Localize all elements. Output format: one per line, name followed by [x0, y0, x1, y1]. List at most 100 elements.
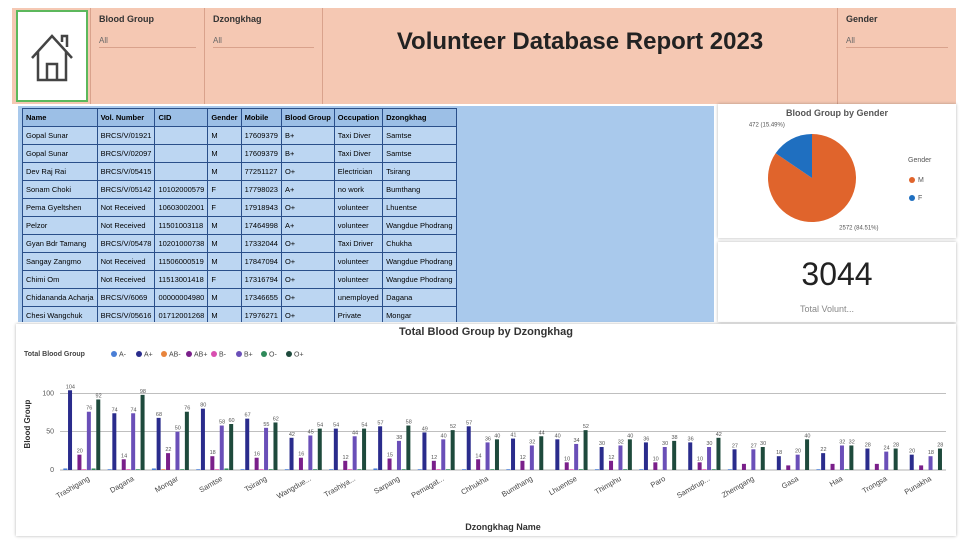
bar: [333, 428, 338, 470]
table-cell: Dagana: [382, 288, 457, 307]
data-label: 16: [298, 452, 304, 458]
bar: [830, 463, 835, 470]
bar: [506, 469, 511, 470]
slicer[interactable]: Gender All: [838, 8, 956, 104]
table-cell: volunteer: [333, 216, 384, 235]
table-cell: Electrician: [333, 162, 384, 181]
y-axis-title: Blood Group: [23, 399, 32, 448]
data-label: 20: [77, 449, 83, 455]
data-label: 15: [387, 453, 393, 459]
bar: [224, 468, 229, 470]
table-row: Chesi Wangchuk BRCS/V/05616 01712001268 M 17…: [22, 306, 457, 322]
data-label: 68: [156, 412, 162, 418]
bar: [893, 448, 898, 470]
data-label: 52: [450, 424, 456, 430]
pie-chart: Blood Group by Gender 2572 (84.51%) M 472 (…: [749, 108, 932, 231]
table-cell: volunteer: [333, 270, 384, 289]
legend-label: M: [918, 177, 924, 184]
bar: [623, 469, 628, 470]
data-label: 58: [219, 420, 225, 426]
data-label: 36: [643, 436, 649, 442]
table-cell: [154, 162, 209, 181]
data-label: 10: [564, 456, 570, 462]
data-label: 12: [608, 455, 614, 461]
data-label: 38: [396, 435, 402, 441]
pie-panel: Blood Group by Gender 2572 (84.51%) M 472 (…: [718, 104, 956, 238]
bar: [240, 469, 245, 470]
bar: [166, 453, 171, 470]
slicer-value: All: [846, 36, 948, 48]
x-tick-label: Dagana: [108, 474, 136, 495]
bar: [259, 469, 264, 470]
data-label: 40: [494, 433, 500, 439]
bar: [86, 411, 91, 470]
data-label: 50: [175, 426, 181, 432]
bar: [396, 440, 401, 470]
data-label: 20: [909, 449, 915, 455]
legend-label: AB-: [169, 352, 181, 359]
bar: [529, 445, 534, 470]
report-title: Volunteer Database Report 2023: [322, 8, 838, 104]
bar: [175, 431, 180, 470]
bar: [609, 460, 614, 470]
legend-marker: [261, 351, 267, 357]
data-label: 57: [466, 420, 472, 426]
legend-marker: [909, 195, 915, 201]
slicer[interactable]: Blood Group All: [90, 8, 204, 104]
bar: [599, 447, 604, 470]
home-button[interactable]: [16, 10, 88, 102]
slicer[interactable]: Dzongkhag All: [204, 8, 322, 104]
table-cell: O+: [280, 234, 335, 253]
slicer-value: All: [213, 36, 314, 48]
table-cell: Taxi Diver: [333, 144, 384, 163]
legend-label: A+: [144, 352, 153, 359]
table-cell: BRCS/V/05415: [96, 162, 156, 181]
table-cell: Not Received: [96, 270, 156, 289]
data-label: 30: [662, 441, 668, 447]
x-tick-label: Sarpang: [372, 474, 401, 496]
data-label: 57: [377, 420, 383, 426]
bar: [919, 465, 924, 470]
bar: [594, 469, 599, 470]
bar: [151, 468, 156, 470]
data-label: 32: [839, 439, 845, 445]
table-cell: 17332044: [240, 234, 282, 253]
data-label: 38: [671, 435, 677, 441]
data-label: 54: [333, 423, 339, 429]
table-row: Chidananda Acharja BRCS/V/6069 00000004980…: [22, 288, 457, 307]
bar: [140, 394, 145, 470]
bar: [462, 469, 467, 470]
bar: [96, 399, 101, 470]
column-header: Mobile: [240, 108, 282, 127]
table-cell: M: [207, 144, 242, 163]
bar: [751, 449, 756, 470]
table-cell: M: [207, 216, 242, 235]
chart-title: Blood Group by Gender: [786, 108, 888, 118]
data-label: 40: [441, 433, 447, 439]
table-cell: M: [207, 162, 242, 181]
slicer-label: Blood Group: [99, 14, 154, 24]
bar: [219, 425, 224, 470]
bar: [445, 469, 450, 470]
table-cell: Gopal Sunar: [22, 144, 98, 163]
bar: [844, 469, 849, 470]
bar: [406, 425, 411, 470]
table-row: Gopal Sunar BRCS/V/01921 M 17609379 B+ Taxi D…: [22, 126, 457, 145]
x-tick-label: Wangdue...: [275, 474, 312, 501]
x-tick-label: Gasa: [780, 474, 801, 491]
x-axis-title: Dzongkhag Name: [465, 522, 541, 532]
x-tick-label: Trashigang: [54, 474, 91, 500]
data-label: 49: [422, 426, 428, 432]
table-cell: 00000004980: [154, 288, 209, 307]
legend-label: A-: [119, 352, 127, 359]
x-tick-label: Samdrup...: [675, 474, 711, 500]
table-cell: Chukha: [382, 234, 457, 253]
bar: [387, 458, 392, 470]
legend-label: O+: [294, 352, 304, 359]
x-tick-label: Zhemgang: [720, 474, 756, 500]
legend-label: AB+: [194, 352, 207, 359]
data-label: 22: [820, 447, 826, 453]
bar: [485, 442, 490, 470]
bar: [264, 427, 269, 470]
table-cell: 11501003118: [154, 216, 209, 235]
